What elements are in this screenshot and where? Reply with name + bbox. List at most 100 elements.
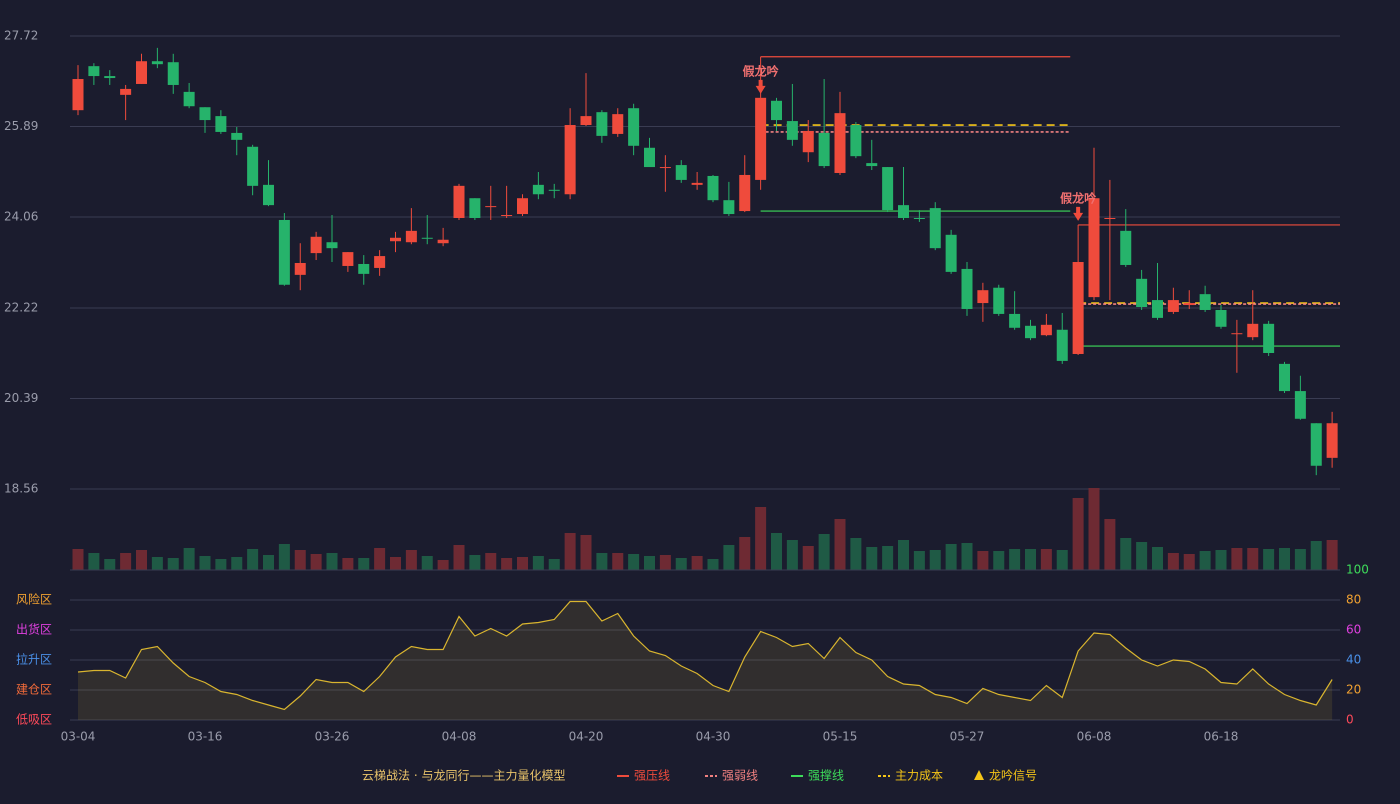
volume-bar	[136, 550, 147, 570]
volume-bar	[675, 558, 687, 570]
volume-bar	[532, 556, 544, 570]
candle-body	[342, 252, 354, 266]
candle-body	[501, 215, 513, 217]
candle-body	[1247, 323, 1259, 338]
y-tick-label: 20.39	[4, 391, 38, 405]
volume-bar	[644, 556, 655, 570]
y-tick-label: 0	[1346, 713, 1354, 727]
x-tick-label: 06-08	[1077, 730, 1112, 744]
candle-body	[707, 175, 719, 201]
volume-bar	[1199, 551, 1211, 570]
candle-body	[1167, 300, 1179, 312]
y-tick-label: 25.89	[4, 119, 38, 133]
y-tick-label: 24.06	[4, 210, 38, 224]
volume-bar	[1120, 538, 1132, 570]
volume-bar	[358, 558, 370, 570]
volume-bar	[501, 558, 513, 570]
x-tick-label: 04-20	[569, 730, 604, 744]
candle-body	[263, 184, 274, 206]
candle-body	[1183, 303, 1195, 306]
volume-bar	[1040, 549, 1052, 570]
volume-bar	[1231, 548, 1243, 570]
volume-bar	[310, 554, 322, 570]
candle-body	[1310, 423, 1322, 466]
volume-bar	[421, 556, 433, 570]
candle-body	[88, 66, 100, 77]
volume-bar	[183, 548, 195, 570]
volume-bar	[342, 558, 354, 570]
legend-label: 主力成本	[895, 769, 943, 783]
volume-bar	[993, 551, 1005, 570]
volume-bar	[913, 551, 925, 570]
candle-body	[898, 205, 909, 218]
x-tick-label: 04-30	[696, 730, 731, 744]
y-tick-label: 18.56	[4, 482, 38, 496]
volume-bar	[548, 559, 560, 570]
x-tick-label: 06-18	[1204, 730, 1239, 744]
signal-label: 假龙吟	[743, 63, 779, 78]
volume-bar	[1215, 550, 1227, 570]
volume-bar	[263, 555, 274, 570]
volume-bar	[469, 555, 481, 570]
candle-body	[247, 146, 259, 186]
candle-body	[120, 88, 132, 95]
volume-bar	[596, 553, 608, 570]
zone-label: 拉升区	[16, 652, 52, 667]
candle-body	[564, 125, 576, 195]
volume-bar	[691, 556, 703, 570]
candle-body	[183, 91, 195, 107]
candle-body	[1056, 329, 1068, 361]
candle-body	[977, 290, 989, 304]
y-tick-label: 100	[1346, 563, 1369, 577]
volume-bar	[1009, 549, 1021, 570]
candle-body	[739, 174, 751, 212]
volume-bar	[199, 556, 211, 570]
candle-body	[1294, 391, 1306, 419]
volume-bar	[1294, 549, 1306, 570]
candle-body	[1088, 198, 1100, 298]
candle-body	[1025, 325, 1036, 339]
legend-label: 强压线	[634, 769, 670, 783]
candle-body	[437, 239, 449, 244]
volume-bar	[120, 553, 132, 570]
signal-arrow	[755, 79, 766, 94]
volume-bar	[834, 519, 846, 570]
volume-bar	[882, 546, 894, 570]
volume-bar	[453, 545, 465, 570]
candle-body	[834, 113, 846, 173]
volume-bar	[405, 550, 417, 570]
candle-body	[866, 163, 878, 167]
candle-body	[802, 130, 814, 153]
volume-bar	[374, 548, 386, 570]
candle-body	[469, 198, 481, 218]
candle-body	[358, 263, 370, 274]
volume-bar	[278, 544, 290, 570]
candle-body	[390, 237, 401, 242]
volume-bar	[945, 544, 957, 570]
volume-bar	[786, 540, 798, 570]
candle-body	[485, 206, 497, 208]
volume-bar	[755, 507, 767, 570]
volume-bar	[1167, 553, 1179, 570]
candle-body	[1009, 313, 1021, 328]
volume-bar	[929, 550, 941, 570]
volume-bar	[612, 553, 624, 570]
candle-body	[961, 268, 973, 309]
volume-bar	[707, 559, 719, 570]
candle-body	[136, 61, 147, 84]
volume-bar	[1136, 542, 1148, 570]
candle-body	[644, 147, 655, 168]
zone-label: 风险区	[16, 592, 52, 607]
candle-body	[1231, 333, 1243, 335]
volume-bar	[850, 538, 862, 570]
volume-bar	[723, 545, 735, 570]
volume-bar	[437, 560, 449, 570]
candle-body	[421, 237, 433, 239]
volume-bar	[1183, 554, 1195, 570]
volume-bar	[294, 550, 306, 570]
volume-bar	[1152, 547, 1163, 570]
x-tick-label: 03-16	[188, 730, 223, 744]
candle-body	[294, 262, 306, 275]
legend-label: 龙吟信号	[989, 768, 1037, 783]
volume-bar	[215, 559, 227, 570]
